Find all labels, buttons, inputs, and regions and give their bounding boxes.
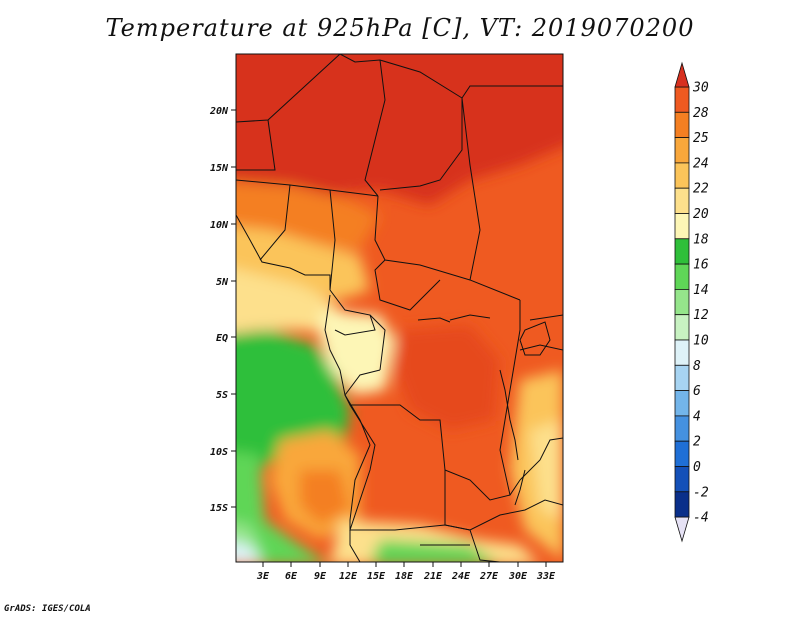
latitude-axis: 20N 15N 10N 5N EQ 5S 10S 15S [209,106,236,514]
colorbar-swatch [674,162,690,189]
colorbar-swatch [674,238,690,265]
colorbar-label: 12 [693,308,709,323]
colorbar-swatch [674,288,690,316]
colorbar-swatch [674,339,690,366]
lat-label: 5N [216,277,229,288]
lon-label: 15E [367,571,386,582]
colorbar-swatch [674,137,690,164]
lat-label: EQ [216,333,228,344]
colorbar-label: 4 [693,409,701,424]
colorbar-label: 30 [692,81,709,96]
colorbar-swatch [674,440,690,467]
lat-label: 10S [210,447,228,458]
colorbar-label: 14 [693,283,709,298]
lon-label: 18E [395,571,414,582]
lon-label: 6E [285,571,298,582]
colorbar-swatch [674,491,690,518]
longitude-axis: 3E 6E 9E 12E 15E 18E 21E 24E 27E 30E 33E [256,562,556,582]
lon-label: 24E [451,571,471,582]
grads-credit: GrADS: IGES/COLA [4,604,91,614]
colorbar-label: 28 [693,106,709,121]
colorbar-swatch [674,263,690,290]
colorbar-min-triangle [674,516,690,543]
colorbar-swatch [674,111,690,139]
colorbar-swatch [674,314,690,341]
lon-label: 3E [256,571,270,582]
colorbar-label: 6 [693,384,701,399]
lat-label: 15S [210,503,228,514]
colorbar-swatch [674,86,690,113]
lon-label: 12E [339,571,358,582]
colorbar-label: 25 [693,131,709,146]
colorbar-label: 0 [693,460,701,475]
colorbar-swatch [674,364,690,391]
colorbar-label: -2 [693,485,709,500]
lon-label: 33E [536,571,556,582]
colorbar-swatch [674,187,690,214]
lat-label: 10N [210,220,229,231]
colorbar-swatch [674,390,690,417]
lon-label: 30E [508,571,528,582]
lat-label: 5S [216,390,228,401]
colorbar-label: 2 [693,435,701,450]
country-borders [236,54,563,562]
map-frame [235,53,564,563]
lon-label: 9E [314,571,327,582]
colorbar-label: 22 [693,182,709,197]
lat-label: 20N [209,106,229,117]
colorbar-swatch [674,213,690,240]
colorbar-label: 24 [693,156,709,171]
colorbar-label: 20 [693,207,709,222]
colorbar-label: 16 [693,258,709,273]
map-title: Temperature at 925hPa [C], VT: 201907020… [105,14,695,42]
colorbar-label: 8 [693,359,701,374]
lat-label: 15N [210,163,229,174]
lon-label: 27E [479,571,499,582]
lon-label: 21E [423,571,443,582]
temperature-field [236,54,563,562]
colorbar-label: -4 [693,511,709,526]
colorbar-swatch [674,415,690,442]
colorbar-max-triangle [674,61,690,88]
colorbar-label: 18 [693,232,709,247]
colorbar-label: 10 [693,334,709,349]
colorbar-swatch [674,466,690,493]
